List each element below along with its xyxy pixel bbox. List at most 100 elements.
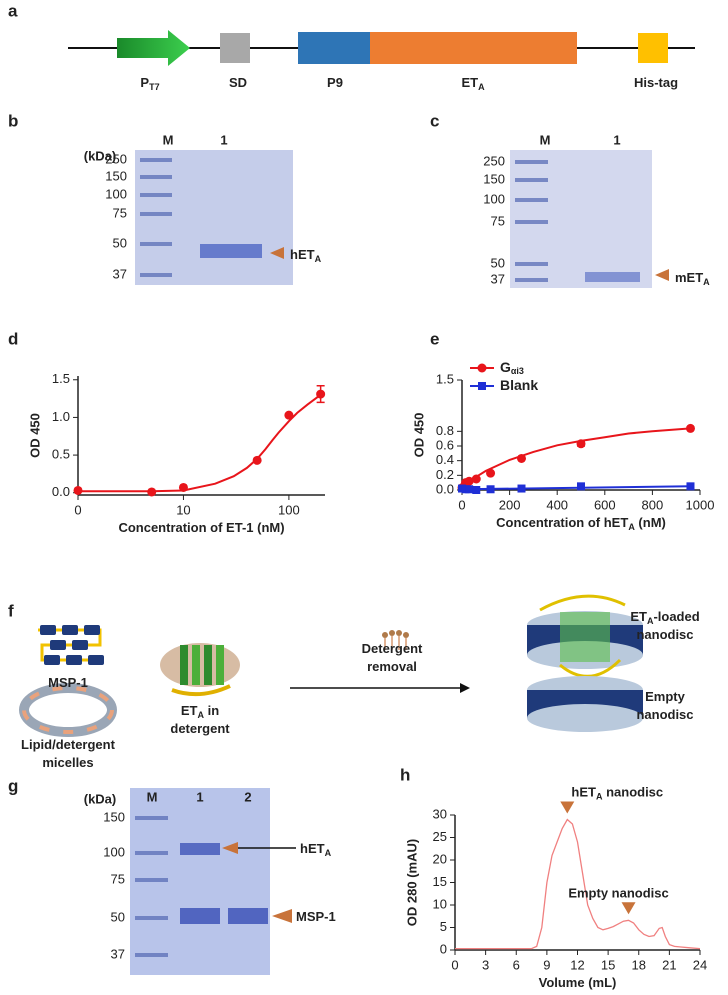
ladder-band [135, 916, 168, 920]
y-tick-label: 15 [433, 874, 447, 889]
x-tick-label: 21 [662, 957, 676, 972]
data-point [73, 485, 83, 495]
gel-unit: (kDa) [84, 148, 117, 163]
legend-label-sub: αi3 [511, 366, 524, 376]
marker-label: 100 [105, 186, 127, 201]
promoter-arrow [117, 30, 190, 66]
scheme-label-main: Lipid/detergent [21, 737, 116, 752]
construct-label: ETA [461, 75, 485, 92]
data-point [517, 453, 526, 463]
x-axis-label-main: Concentration of ET-1 (nM) [118, 520, 284, 535]
panel-letter: c [430, 111, 439, 130]
x-tick-label: 0 [74, 502, 81, 517]
y-tick-label: 0.0 [52, 484, 70, 499]
sample-band [180, 843, 220, 855]
construct-label-main: His-tag [634, 75, 678, 90]
band-arrow [222, 842, 238, 854]
data-point [252, 455, 262, 465]
detergent-icon [382, 630, 409, 650]
panel-letter: e [430, 329, 439, 348]
sd-box [220, 33, 250, 63]
data-point [486, 468, 496, 478]
data-point [316, 389, 326, 399]
data-point [576, 439, 586, 449]
marker-label: 150 [483, 171, 505, 186]
construct-label-sub: T7 [149, 82, 160, 92]
x-tick-label: 6 [513, 957, 520, 972]
marker-label: 50 [111, 909, 125, 924]
ladder-band [515, 262, 548, 266]
lane-label: M [147, 789, 158, 804]
x-axis-label: Concentration of ET-1 (nM) [118, 520, 284, 535]
marker-label: 37 [113, 266, 127, 281]
marker-label: 150 [103, 809, 125, 824]
micelle-icon [19, 683, 117, 737]
scheme-label-main: removal [367, 659, 417, 674]
marker-label: 75 [113, 205, 127, 220]
scheme-label-sub: A [197, 710, 204, 720]
y-tick-label: 0 [440, 941, 447, 956]
panel-letter: f [8, 601, 14, 620]
marker-label: 250 [483, 153, 505, 168]
ladder-band [515, 278, 548, 282]
band-label-sub: A [325, 848, 332, 858]
scheme-label-main: micelles [42, 755, 93, 770]
y-tick-label: 30 [433, 806, 447, 821]
ladder-band [140, 242, 172, 246]
x-tick-label: 800 [642, 497, 664, 512]
scheme-label: Lipid/detergent [21, 737, 116, 752]
gel-unit: (kDa) [84, 791, 117, 806]
data-point [686, 482, 695, 491]
y-axis-label: OD 450 [27, 413, 42, 458]
y-tick-label: 1.5 [52, 371, 70, 386]
y-tick-label: 1.5 [436, 371, 454, 386]
fit-curve [461, 485, 691, 491]
arrow-head [460, 683, 470, 693]
peak-marker [621, 902, 636, 915]
trace [455, 818, 701, 950]
scheme-label: Detergent [362, 641, 423, 656]
construct-label-sub: A [478, 82, 485, 92]
ladder-band [515, 198, 548, 202]
scheme-label: nanodisc [636, 707, 693, 722]
his-box [638, 33, 668, 63]
sample-band [180, 908, 220, 924]
marker-label: 37 [111, 946, 125, 961]
marker-label: 75 [491, 213, 505, 228]
band-label-sub: A [703, 277, 710, 287]
scheme-label: Empty [645, 689, 686, 704]
scheme-label-main: nanodisc [636, 627, 693, 642]
marker-label: 75 [111, 871, 125, 886]
lane-label: 2 [244, 789, 251, 804]
x-axis-label: Volume (mL) [539, 975, 617, 990]
data-point [486, 485, 495, 494]
sample-band [200, 244, 262, 258]
y-tick-label: 1.0 [52, 409, 70, 424]
x-tick-label: 18 [632, 957, 646, 972]
band-label-sub: A [315, 254, 322, 264]
scheme-label: ETA-loaded [630, 609, 699, 626]
y-tick-label: 0.8 [436, 423, 454, 438]
x-tick-label: 15 [601, 957, 615, 972]
lane-label: M [540, 132, 551, 147]
marker-label: 50 [491, 255, 505, 270]
legend-label-main: Blank [500, 377, 538, 393]
scheme-label-tail: in [204, 703, 219, 718]
x-tick-label: 12 [570, 957, 584, 972]
lane-label: 1 [196, 789, 203, 804]
fit-curve [78, 393, 322, 493]
scheme-label: ETA in [181, 703, 219, 720]
data-point [577, 482, 585, 491]
fit-curve [461, 427, 691, 489]
x-tick-label: 10 [176, 502, 190, 517]
ladder-band [515, 220, 548, 224]
scheme-label-main: ET [630, 609, 647, 624]
peak-label-tail: nanodisc [602, 785, 663, 800]
loaded-nanodisc-icon [527, 594, 643, 678]
x-tick-label: 100 [278, 502, 300, 517]
construct-label: His-tag [634, 75, 678, 90]
scheme-label-main: MSP-1 [48, 675, 88, 690]
construct-label: P9 [327, 75, 343, 90]
construct-label: PT7 [140, 75, 159, 92]
